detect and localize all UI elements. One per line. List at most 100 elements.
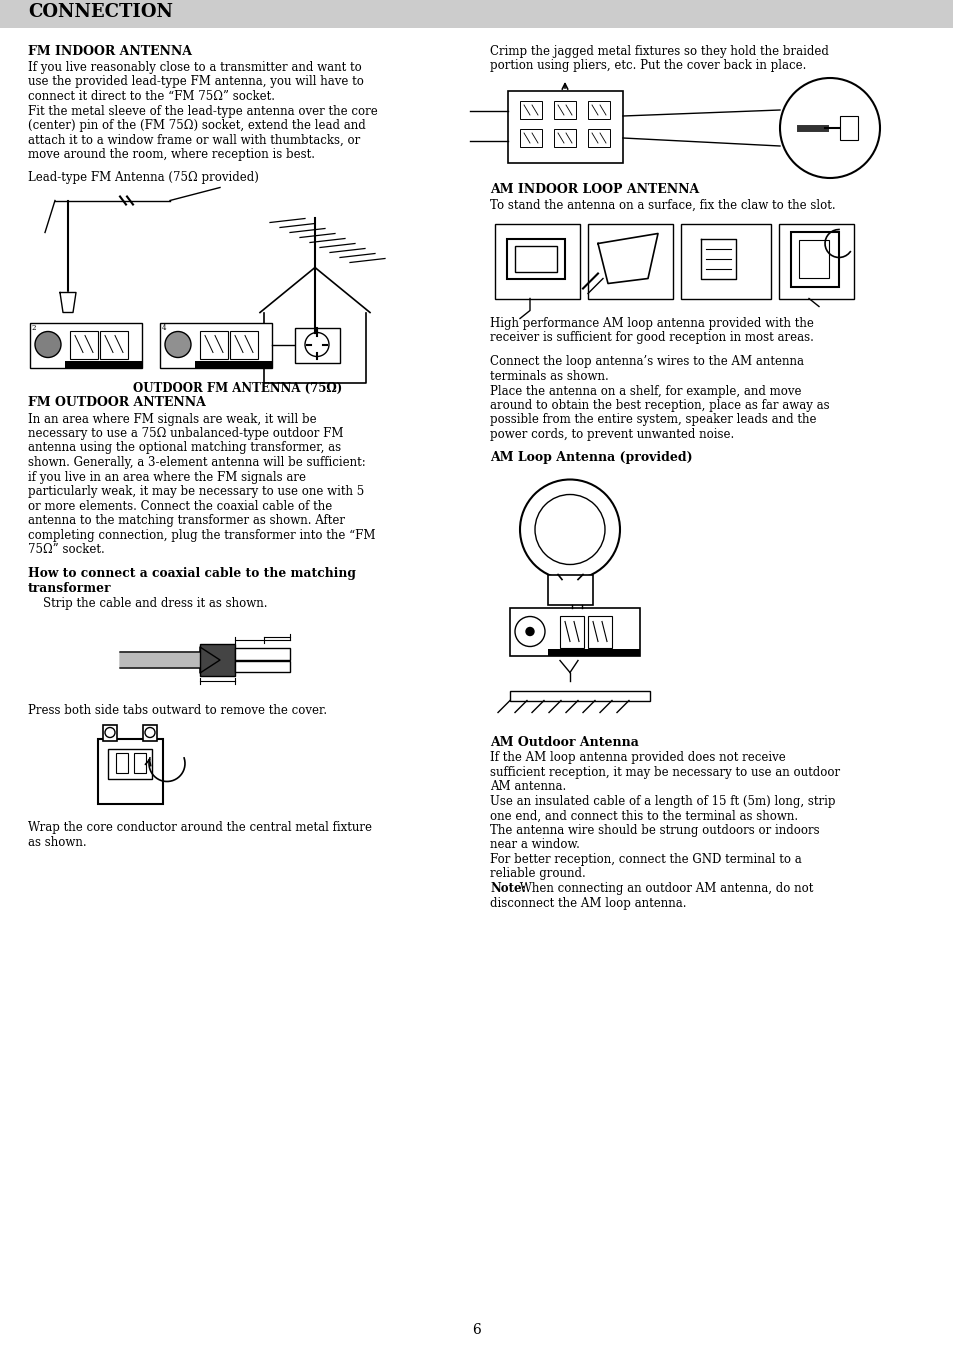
FancyBboxPatch shape <box>790 231 838 286</box>
Text: Crimp the jagged metal fixtures so they hold the braided: Crimp the jagged metal fixtures so they … <box>490 45 828 58</box>
Text: 75Ω” socket.: 75Ω” socket. <box>28 543 105 557</box>
Text: disconnect the AM loop antenna.: disconnect the AM loop antenna. <box>490 897 686 909</box>
Text: 2: 2 <box>32 324 36 332</box>
FancyBboxPatch shape <box>554 128 576 147</box>
FancyBboxPatch shape <box>200 644 234 676</box>
Text: AM Outdoor Antenna: AM Outdoor Antenna <box>490 735 639 748</box>
Text: High performance AM loop antenna provided with the: High performance AM loop antenna provide… <box>490 316 813 330</box>
Text: terminals as shown.: terminals as shown. <box>490 370 608 382</box>
FancyBboxPatch shape <box>143 724 157 740</box>
Text: AM Loop Antenna (provided): AM Loop Antenna (provided) <box>490 450 692 463</box>
Text: AM INDOOR LOOP ANTENNA: AM INDOOR LOOP ANTENNA <box>490 182 699 196</box>
Text: necessary to use a 75Ω unbalanced-type outdoor FM: necessary to use a 75Ω unbalanced-type o… <box>28 427 343 440</box>
Text: CONNECTION: CONNECTION <box>28 3 172 22</box>
Text: Press both side tabs outward to remove the cover.: Press both side tabs outward to remove t… <box>28 704 327 717</box>
Text: To stand the antenna on a surface, fix the claw to the slot.: To stand the antenna on a surface, fix t… <box>490 199 835 212</box>
FancyBboxPatch shape <box>230 331 257 358</box>
FancyBboxPatch shape <box>0 0 953 28</box>
Text: as shown.: as shown. <box>28 836 87 848</box>
Text: Strip the cable and dress it as shown.: Strip the cable and dress it as shown. <box>28 597 267 609</box>
Circle shape <box>145 727 154 738</box>
Circle shape <box>515 616 544 647</box>
Text: transformer: transformer <box>28 582 112 594</box>
Text: FM OUTDOOR ANTENNA: FM OUTDOOR ANTENNA <box>28 396 206 409</box>
Text: possible from the entire system, speaker leads and the: possible from the entire system, speaker… <box>490 413 816 427</box>
FancyBboxPatch shape <box>519 128 541 147</box>
Text: antenna using the optional matching transformer, as: antenna using the optional matching tran… <box>28 442 341 454</box>
FancyBboxPatch shape <box>234 661 290 671</box>
Text: In an area where FM signals are weak, it will be: In an area where FM signals are weak, it… <box>28 412 316 426</box>
Text: (center) pin of the (FM 75Ω) socket, extend the lead and: (center) pin of the (FM 75Ω) socket, ext… <box>28 119 365 132</box>
Circle shape <box>535 494 604 565</box>
Text: Fit the metal sleeve of the lead-type antenna over the core: Fit the metal sleeve of the lead-type an… <box>28 104 377 118</box>
Text: completing connection, plug the transformer into the “FM: completing connection, plug the transfor… <box>28 528 375 542</box>
FancyBboxPatch shape <box>98 739 163 804</box>
Text: one end, and connect this to the terminal as shown.: one end, and connect this to the termina… <box>490 809 798 823</box>
FancyBboxPatch shape <box>103 724 117 740</box>
Text: around to obtain the best reception, place as far away as: around to obtain the best reception, pla… <box>490 399 829 412</box>
Text: Place the antenna on a shelf, for example, and move: Place the antenna on a shelf, for exampl… <box>490 385 801 397</box>
FancyBboxPatch shape <box>510 608 639 655</box>
FancyBboxPatch shape <box>587 223 672 299</box>
Text: If the AM loop antenna provided does not receive: If the AM loop antenna provided does not… <box>490 751 785 765</box>
Text: How to connect a coaxial cable to the matching: How to connect a coaxial cable to the ma… <box>28 567 355 581</box>
Circle shape <box>165 331 191 358</box>
Text: sufficient reception, it may be necessary to use an outdoor: sufficient reception, it may be necessar… <box>490 766 840 780</box>
Text: shown. Generally, a 3-element antenna will be sufficient:: shown. Generally, a 3-element antenna wi… <box>28 457 365 469</box>
Text: Lead-type FM Antenna (75Ω provided): Lead-type FM Antenna (75Ω provided) <box>28 170 258 184</box>
FancyBboxPatch shape <box>506 239 564 278</box>
Circle shape <box>525 627 534 635</box>
Text: FM INDOOR ANTENNA: FM INDOOR ANTENNA <box>28 45 192 58</box>
Text: antenna to the matching transformer as shown. After: antenna to the matching transformer as s… <box>28 513 345 527</box>
Text: When connecting an outdoor AM antenna, do not: When connecting an outdoor AM antenna, d… <box>516 882 813 894</box>
FancyBboxPatch shape <box>547 574 593 604</box>
FancyBboxPatch shape <box>30 323 142 367</box>
FancyBboxPatch shape <box>495 223 579 299</box>
Text: AM antenna.: AM antenna. <box>490 781 566 793</box>
FancyBboxPatch shape <box>234 648 290 661</box>
Text: reliable ground.: reliable ground. <box>490 867 585 881</box>
FancyBboxPatch shape <box>587 128 609 147</box>
FancyBboxPatch shape <box>510 690 649 701</box>
FancyBboxPatch shape <box>559 616 583 647</box>
Text: or more elements. Connect the coaxial cable of the: or more elements. Connect the coaxial ca… <box>28 500 332 512</box>
FancyBboxPatch shape <box>100 331 128 358</box>
FancyBboxPatch shape <box>840 116 857 141</box>
Text: connect it direct to the “FM 75Ω” socket.: connect it direct to the “FM 75Ω” socket… <box>28 91 274 103</box>
Circle shape <box>105 727 115 738</box>
FancyBboxPatch shape <box>70 331 98 358</box>
Circle shape <box>305 332 329 357</box>
Circle shape <box>780 78 879 178</box>
FancyBboxPatch shape <box>507 91 622 163</box>
Polygon shape <box>700 239 735 278</box>
FancyBboxPatch shape <box>116 753 128 773</box>
Text: The antenna wire should be strung outdoors or indoors: The antenna wire should be strung outdoo… <box>490 824 819 838</box>
Text: 4: 4 <box>162 324 167 332</box>
Text: For better reception, connect the GND terminal to a: For better reception, connect the GND te… <box>490 852 801 866</box>
Text: Note:: Note: <box>490 882 525 894</box>
Text: Wrap the core conductor around the central metal fixture: Wrap the core conductor around the centr… <box>28 821 372 835</box>
Text: receiver is sufficient for good reception in most areas.: receiver is sufficient for good receptio… <box>490 331 813 345</box>
FancyBboxPatch shape <box>799 239 828 277</box>
FancyBboxPatch shape <box>133 753 146 773</box>
Circle shape <box>519 480 619 580</box>
Text: power cords, to prevent unwanted noise.: power cords, to prevent unwanted noise. <box>490 428 734 440</box>
FancyBboxPatch shape <box>65 361 142 367</box>
Text: 6: 6 <box>472 1323 481 1337</box>
Text: portion using pliers, etc. Put the cover back in place.: portion using pliers, etc. Put the cover… <box>490 59 805 73</box>
FancyBboxPatch shape <box>587 101 609 119</box>
FancyBboxPatch shape <box>547 648 639 655</box>
FancyBboxPatch shape <box>294 327 339 362</box>
Text: if you live in an area where the FM signals are: if you live in an area where the FM sign… <box>28 470 306 484</box>
Text: Connect the loop antenna’s wires to the AM antenna: Connect the loop antenna’s wires to the … <box>490 355 803 369</box>
Text: move around the room, where reception is best.: move around the room, where reception is… <box>28 149 314 161</box>
FancyBboxPatch shape <box>779 223 853 299</box>
Circle shape <box>35 331 61 358</box>
Text: near a window.: near a window. <box>490 839 579 851</box>
Text: Use an insulated cable of a length of 15 ft (5m) long, strip: Use an insulated cable of a length of 15… <box>490 794 835 808</box>
Polygon shape <box>60 293 76 312</box>
Polygon shape <box>120 647 220 673</box>
FancyBboxPatch shape <box>587 616 612 647</box>
FancyBboxPatch shape <box>200 331 228 358</box>
FancyBboxPatch shape <box>680 223 770 299</box>
